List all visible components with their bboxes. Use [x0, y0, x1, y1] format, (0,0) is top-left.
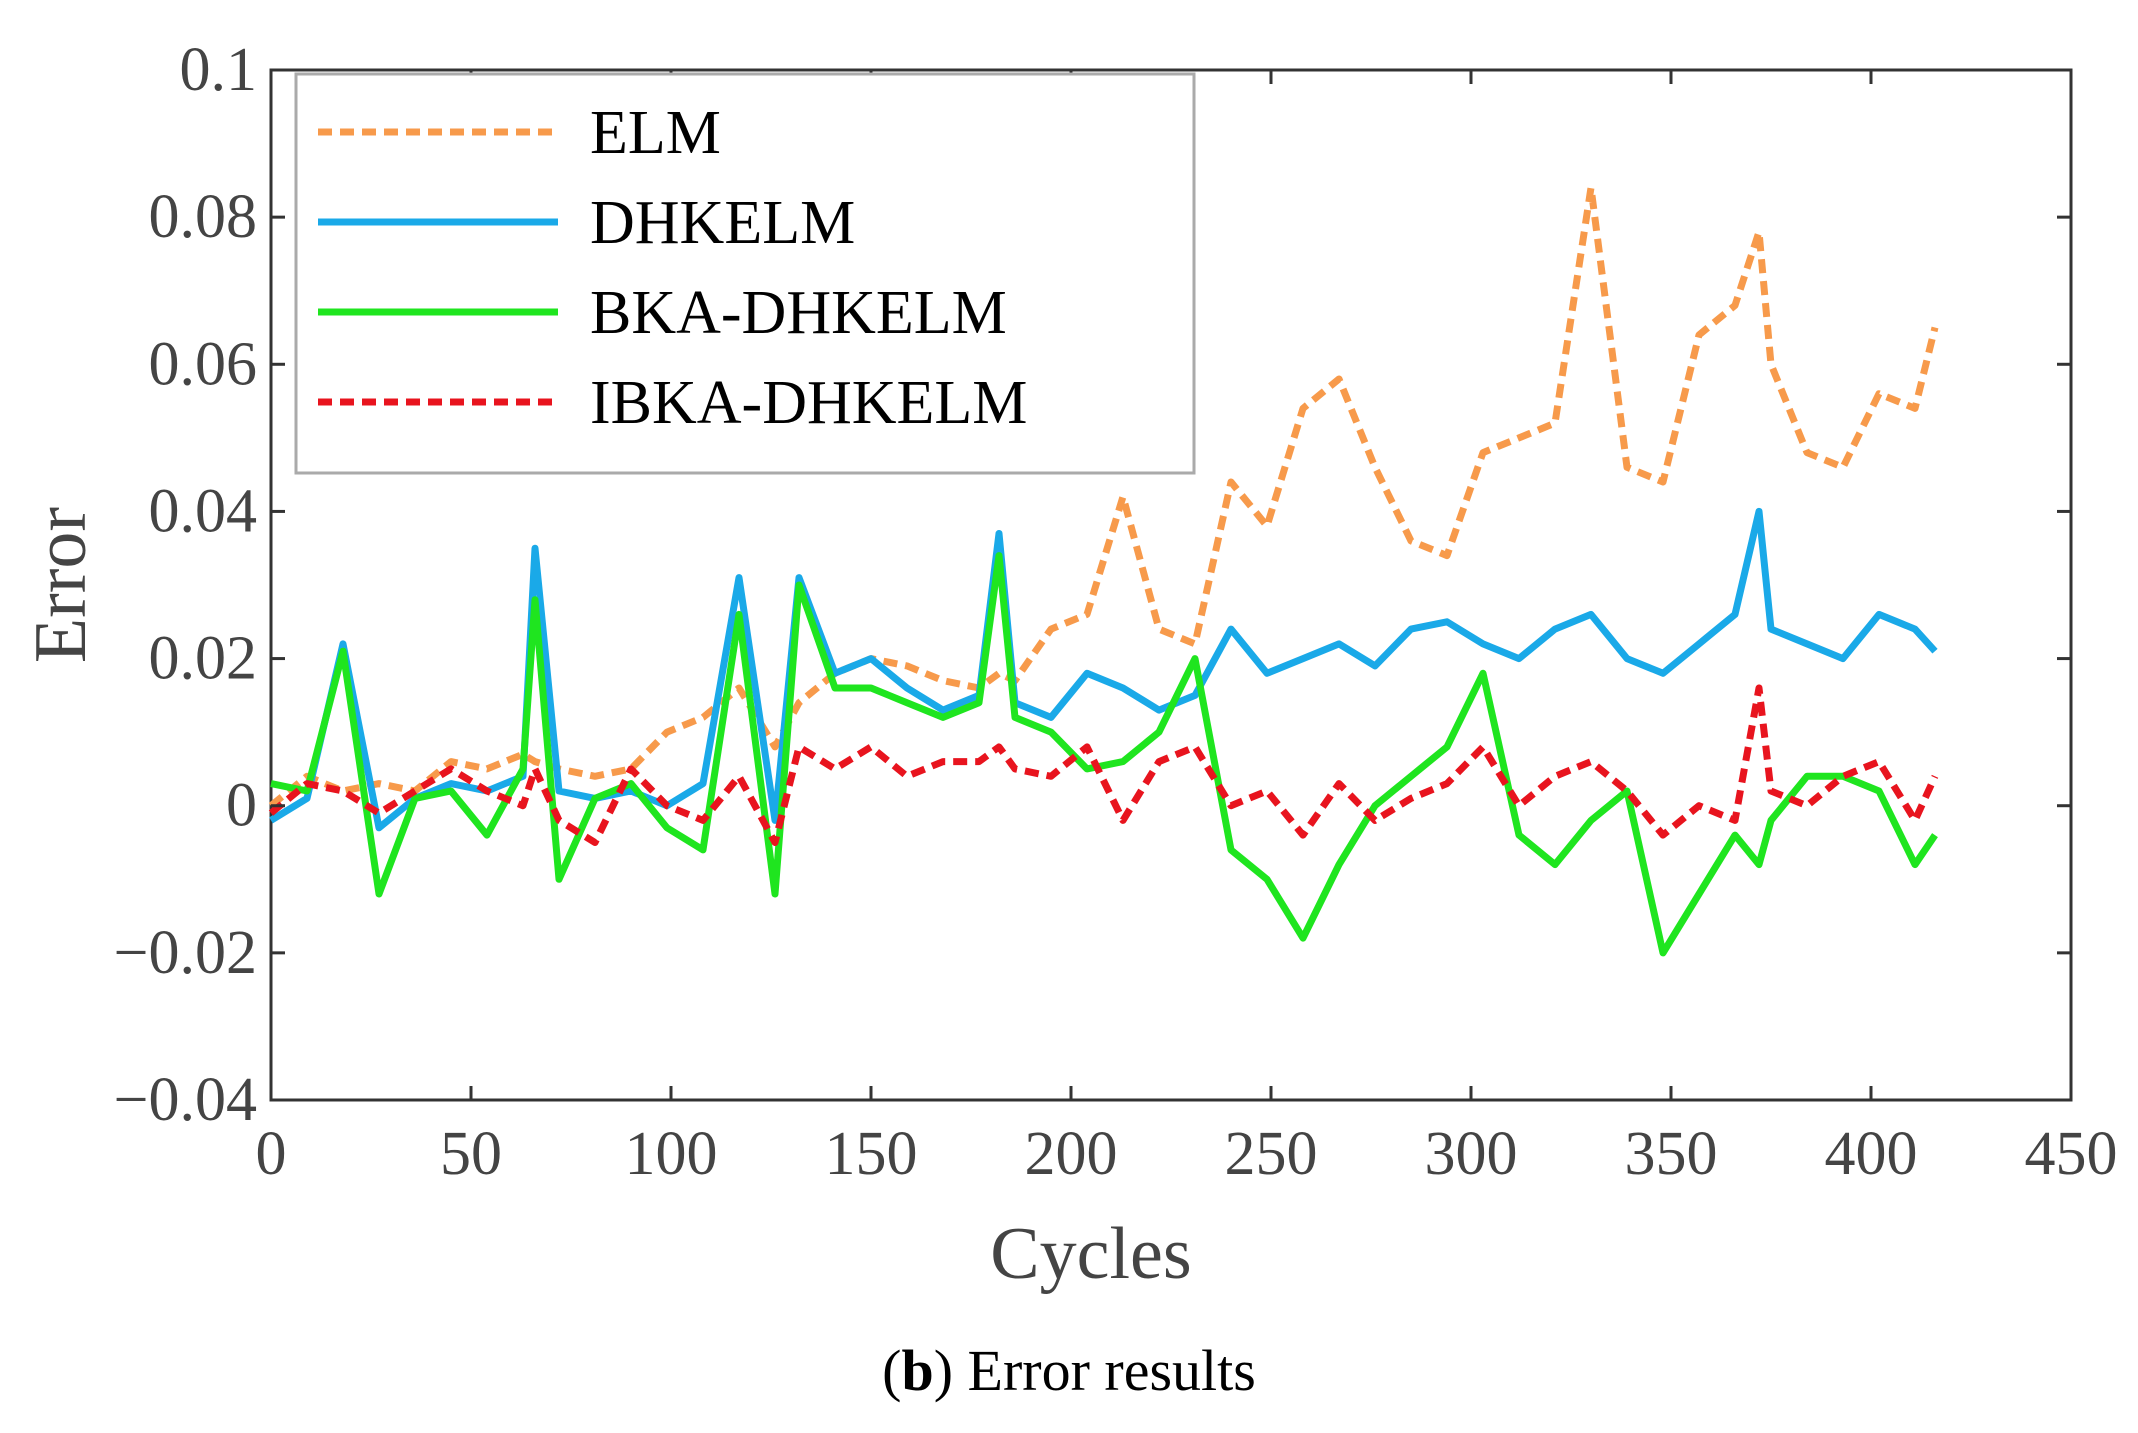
y-tick-label: 0.02 [149, 625, 258, 693]
x-axis-ticks: 0 50 100 150 200 250 300 350 400 450 [256, 70, 2118, 1188]
x-tick-label: 150 [825, 1120, 918, 1188]
y-tick-label: −0.02 [114, 919, 257, 987]
x-tick-label: 0 [256, 1120, 287, 1188]
x-tick-label: 450 [2025, 1120, 2118, 1188]
legend: ELM DHKELM BKA-DHKELM IBKA-DHKELM [294, 72, 1196, 475]
series-line-elm [268, 184, 1939, 809]
x-tick-label: 100 [625, 1120, 718, 1188]
figure-caption: (b) Error results [882, 1338, 1256, 1403]
y-axis-ticks: −0.04 −0.02 0 0.02 0.04 0.06 0.08 0.1 [114, 36, 2071, 1134]
y-tick-label: 0.08 [149, 183, 258, 251]
legend-label-ibka-dhkelm: IBKA-DHKELM [590, 369, 1027, 437]
x-tick-label: 250 [1225, 1120, 1318, 1188]
y-tick-label: 0.06 [149, 330, 258, 398]
caption-close-paren: ) [934, 1338, 953, 1403]
legend-label-dhkelm: DHKELM [590, 189, 855, 257]
x-axis-label: Cycles [990, 1213, 1191, 1295]
series-line-dhkelm [269, 507, 1938, 832]
caption-panel-letter: b [901, 1338, 933, 1403]
caption-open-paren: ( [882, 1338, 901, 1403]
legend-label-bka-dhkelm: BKA-DHKELM [590, 279, 1007, 347]
plot-frame [269, 68, 2073, 1102]
x-tick-label: 350 [1625, 1120, 1718, 1188]
series-line-ibka-dhkelm [268, 684, 1939, 846]
series-layer [268, 184, 1939, 957]
legend-box [294, 72, 1196, 475]
y-tick-label: 0.04 [149, 477, 258, 545]
y-tick-label: 0.1 [180, 36, 258, 104]
y-axis-label: Error [20, 507, 102, 663]
y-tick-label: 0 [226, 772, 257, 840]
x-tick-label: 400 [1825, 1120, 1918, 1188]
x-tick-label: 200 [1025, 1120, 1118, 1188]
y-tick-label: −0.04 [114, 1066, 257, 1134]
x-tick-label: 50 [440, 1120, 502, 1188]
x-tick-label: 300 [1425, 1120, 1518, 1188]
caption-text: Error results [953, 1338, 1256, 1403]
legend-label-elm: ELM [590, 99, 721, 167]
series-line-bka-dhkelm [270, 552, 1938, 957]
